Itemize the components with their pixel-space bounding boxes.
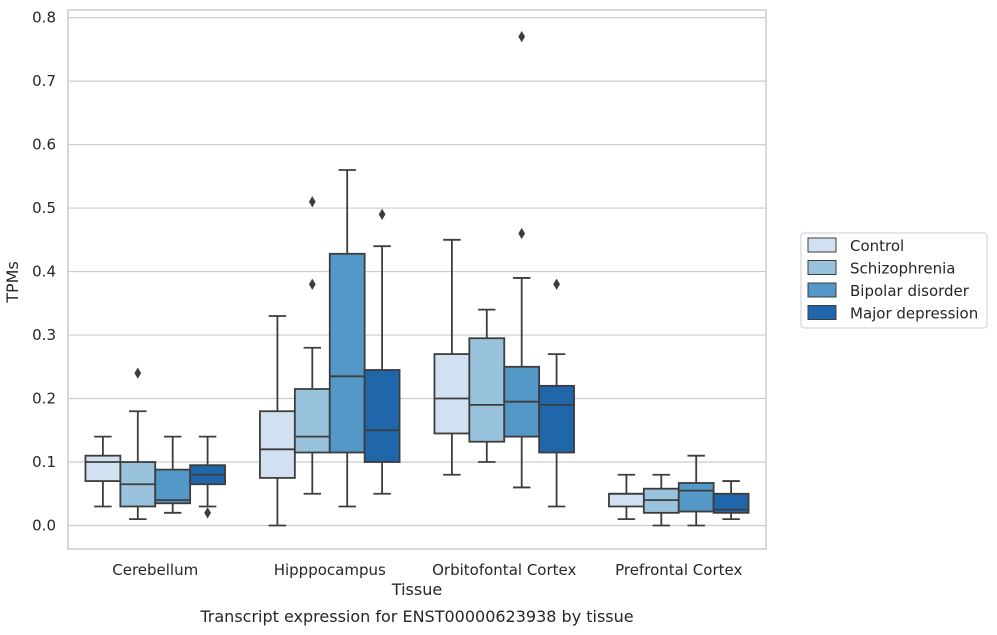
box-iqr	[84, 454, 122, 482]
y-tick-labels: 0.0 0.1 0.2 0.3 0.4 0.5 0.6 0.7 0.8	[32, 9, 56, 535]
box-iqr	[677, 482, 715, 513]
x-tick-label: Hipppocampus	[274, 561, 386, 579]
box-iqr	[468, 337, 506, 443]
outlier-point	[378, 208, 386, 221]
y-tick-label: 0.2	[32, 390, 56, 408]
y-tick-label: 0.6	[32, 136, 56, 154]
y-tick-label: 0.3	[32, 326, 56, 344]
outlier-point	[204, 507, 211, 519]
x-tick-labels: Cerebellum Hipppocampus Orbitofontal Corte…	[112, 561, 742, 579]
x-axis-label: Tissue	[391, 580, 442, 599]
legend: Control Schizophrenia Bipolar disorder Majo…	[800, 232, 988, 329]
gridlines	[68, 17, 766, 527]
legend-item: Major depression	[807, 305, 978, 323]
y-axis-label: TPMs	[3, 261, 22, 304]
y-tick-label: 0.8	[32, 9, 56, 27]
legend-label: Control	[850, 237, 904, 255]
legend-label: Bipolar disorder	[850, 282, 970, 300]
box-iqr	[608, 492, 645, 508]
x-tick-label: Prefrontal Cortex	[615, 561, 742, 579]
outlier-point	[518, 227, 526, 240]
legend-frame	[800, 232, 988, 329]
y-tick-label: 0.1	[32, 453, 56, 471]
chart-caption: Transcript expression for ENST0000062393…	[199, 607, 633, 626]
plot-frame	[67, 9, 767, 550]
box-iqr	[259, 410, 296, 479]
legend-swatch	[807, 260, 837, 275]
box-iqr	[293, 388, 331, 454]
legend-label: Major depression	[850, 305, 978, 323]
y-tick-label: 0.7	[32, 72, 56, 90]
box-group	[608, 454, 750, 527]
box-group	[84, 367, 226, 521]
outlier-point	[134, 367, 142, 379]
box-iqr	[328, 252, 366, 454]
box-iqr	[538, 384, 575, 454]
y-tick-label: 0.0	[32, 517, 56, 535]
box-iqr	[433, 353, 471, 435]
outlier-point	[308, 278, 316, 290]
outlier-point	[308, 196, 316, 208]
x-tick-label: Orbitofontal Cortex	[432, 561, 576, 579]
y-tick-label: 0.4	[32, 263, 56, 281]
legend-item: Control	[807, 237, 904, 255]
outlier-point	[553, 278, 560, 290]
legend-item: Bipolar disorder	[807, 282, 970, 300]
box-groups	[84, 31, 750, 527]
box-iqr	[363, 369, 401, 463]
legend-swatch	[807, 282, 837, 298]
box-group	[433, 31, 575, 508]
legend-swatch	[807, 237, 837, 253]
box-iqr	[154, 468, 192, 505]
y-tick-label: 0.5	[32, 199, 56, 217]
x-tick-label: Cerebellum	[112, 561, 198, 579]
legend-swatch	[807, 305, 837, 320]
outlier-point	[518, 31, 526, 43]
legend-label: Schizophrenia	[850, 260, 955, 278]
box-iqr	[712, 492, 750, 514]
box-group	[259, 169, 401, 527]
legend-item: Schizophrenia	[807, 260, 955, 278]
